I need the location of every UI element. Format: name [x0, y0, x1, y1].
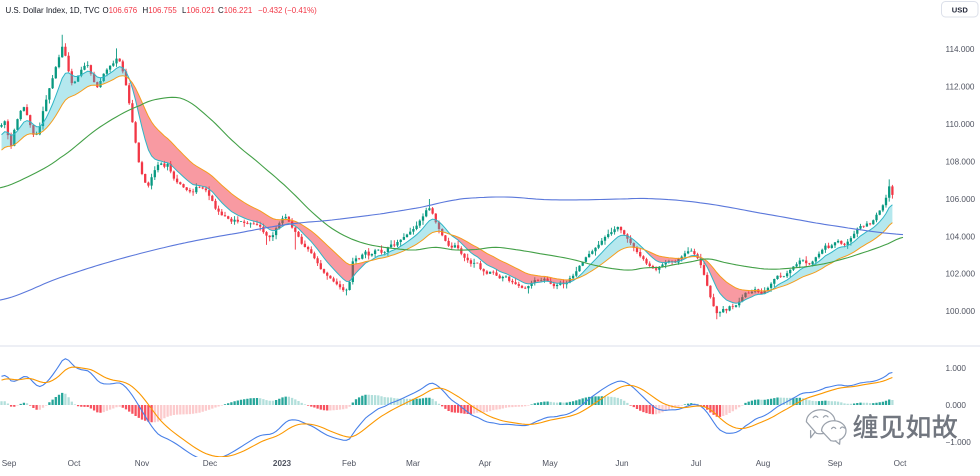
svg-text:1.000: 1.000: [946, 364, 967, 373]
svg-text:Aug: Aug: [756, 459, 771, 468]
svg-text:Dec: Dec: [203, 459, 218, 468]
svg-text:May: May: [542, 459, 558, 468]
svg-text:108.000: 108.000: [946, 157, 976, 166]
svg-text:Mar: Mar: [406, 459, 420, 468]
svg-text:2023: 2023: [273, 459, 292, 468]
svg-text:Feb: Feb: [342, 459, 357, 468]
svg-text:−1.000: −1.000: [946, 438, 972, 447]
svg-text:112.000: 112.000: [946, 83, 975, 92]
svg-text:114.000: 114.000: [946, 45, 975, 54]
svg-text:104.000: 104.000: [946, 232, 976, 241]
svg-text:Sep: Sep: [828, 459, 843, 468]
svg-text:Jun: Jun: [615, 459, 629, 468]
svg-text:Nov: Nov: [135, 459, 150, 468]
svg-text:USD: USD: [952, 5, 969, 14]
svg-text:Apr: Apr: [479, 459, 492, 468]
svg-text:102.000: 102.000: [946, 270, 976, 279]
svg-text:106.000: 106.000: [946, 195, 976, 204]
svg-text:Sep: Sep: [2, 459, 17, 468]
svg-text:Oct: Oct: [68, 459, 81, 468]
svg-text:100.000: 100.000: [946, 307, 976, 316]
svg-text:Jul: Jul: [691, 459, 702, 468]
svg-text:0.000: 0.000: [946, 401, 967, 410]
svg-text:110.000: 110.000: [946, 120, 975, 129]
svg-text:Oct: Oct: [894, 459, 907, 468]
